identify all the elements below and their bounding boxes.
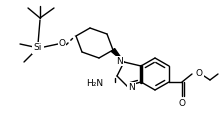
Text: H₂N: H₂N [86,80,103,88]
Text: O: O [196,69,203,77]
Text: O: O [59,39,66,48]
Text: N: N [116,56,123,66]
Text: O: O [178,99,185,108]
Polygon shape [111,49,124,62]
Text: Si: Si [34,43,42,53]
Text: N: N [128,83,135,91]
